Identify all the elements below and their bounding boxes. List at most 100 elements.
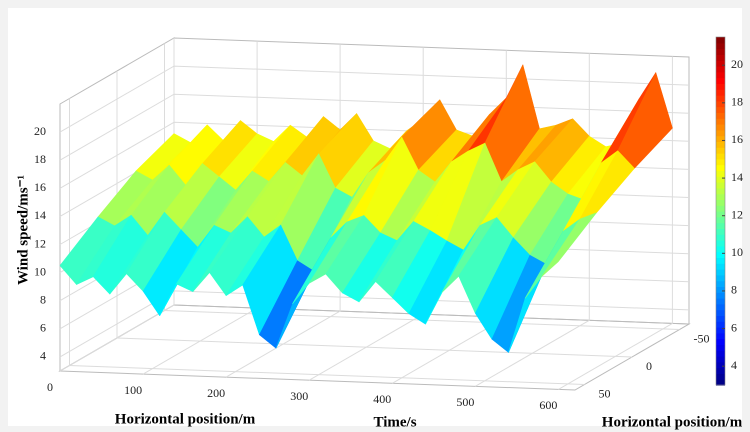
colorbar-segment [716,135,725,142]
colorbar-tick-label: 4 [731,358,737,372]
grid-line [69,98,585,385]
x-axis-label: Time/s [373,414,416,430]
colorbar-segment [716,303,725,311]
colorbar-segment [716,315,725,322]
colorbar-segment [716,124,725,131]
z-tick-label: 14 [34,208,46,222]
surface [59,64,673,353]
colorbar-segment [716,42,725,50]
z-tick-label: 16 [34,180,46,194]
colorbar-segment [716,153,725,160]
z-tick-label: 4 [40,349,46,363]
colorbar-segment [716,373,725,380]
colorbar-segment [716,100,725,108]
colorbar-segment [716,338,725,345]
colorbar-segment [716,141,725,148]
colorbar-segment [716,263,725,270]
colorbar-segment [716,187,725,195]
colorbar-segment [716,216,725,224]
colorbar-tick-label: 10 [731,245,743,259]
z-axis-label: Wind speed/ms⁻¹ [15,175,31,285]
x-tick-label: 600 [539,398,557,412]
colorbar-segment [716,77,725,84]
z-tick-label: 12 [34,236,46,250]
colorbar-segment [716,257,725,264]
colorbar-segment [716,112,725,119]
colorbar-segment [716,356,725,363]
colorbar-segment [716,205,725,212]
y-tick-label: -50 [694,331,710,345]
grid-line [116,71,633,358]
colorbar-segment [716,193,725,200]
colorbar-segment [716,234,725,241]
colorbar-segment [716,170,725,177]
colorbar-segment [716,332,725,340]
z-tick-label: 10 [34,264,46,278]
z-tick-label: 20 [34,124,46,138]
colorbar: 4 6 8 10 12 14 16 18 20 [715,36,743,386]
colorbar-segment [716,129,725,137]
colorbar-segment [716,66,725,73]
colorbar-segment [716,298,725,305]
colorbar-segment [716,327,725,334]
colorbar-segment [716,48,725,55]
colorbar-segment [716,361,725,369]
annotation: Horizontal position/m [115,411,256,427]
colorbar-segment [716,274,725,282]
colorbar-segment [716,222,725,229]
x-tick-label: 300 [290,389,308,403]
colorbar-segment [716,118,725,125]
colorbar-segment [716,367,725,374]
y-tick-label: 50 [599,386,611,400]
colorbar-segment [716,71,725,79]
colorbar-segment [716,95,725,102]
colorbar-segment [716,199,725,206]
colorbar-segment [716,286,725,293]
colorbar-segment [716,54,725,61]
z-tick-label: 18 [34,152,46,166]
colorbar-tick-label: 20 [731,57,743,71]
colorbar-segment [716,182,725,189]
colorbar-tick-label: 18 [731,95,743,109]
y-tick-label: 0 [646,359,652,373]
colorbar-segment [716,164,725,171]
colorbar-frame [715,36,726,386]
x-tick-label: 500 [456,395,474,409]
colorbar-tick-label: 16 [731,132,743,146]
colorbar-segment [716,251,725,258]
x-tick-label: 400 [373,392,391,406]
colorbar-segment [716,37,725,44]
grid-line [558,56,673,390]
surface-patch [541,212,597,277]
x-tick-label: 100 [124,383,142,397]
colorbar-segment [716,60,725,67]
colorbar-segment [716,321,725,328]
colorbar-segment [716,309,725,316]
colorbar-segment [716,83,725,90]
colorbar-segment [716,344,725,351]
y-axis-label: Horizontal position/m [602,414,743,430]
colorbar-segment [716,240,725,247]
colorbar-tick-label: 6 [731,320,737,334]
colorbar-segment [716,350,725,357]
colorbar-segment [716,158,725,166]
z-tick-label: 6 [40,321,46,335]
colorbar-segment [716,292,725,299]
grid-line [59,38,175,372]
colorbar-segment [716,379,725,386]
x-tick-label: 200 [207,386,225,400]
colorbar-segment [716,280,725,287]
colorbar-segment [716,211,725,218]
colorbar-segment [716,176,725,183]
z-tick-label: 8 [40,292,46,306]
colorbar-segment [716,269,725,276]
colorbar-segment [716,228,725,235]
colorbar-tick-label: 8 [731,283,737,297]
colorbar-tick-label: 14 [731,170,743,184]
colorbar-segment [716,245,725,253]
colorbar-segment [716,147,725,154]
colorbar-segment [716,106,725,113]
colorbar-segment [716,89,725,96]
x-tick-label: 0 [47,380,53,394]
